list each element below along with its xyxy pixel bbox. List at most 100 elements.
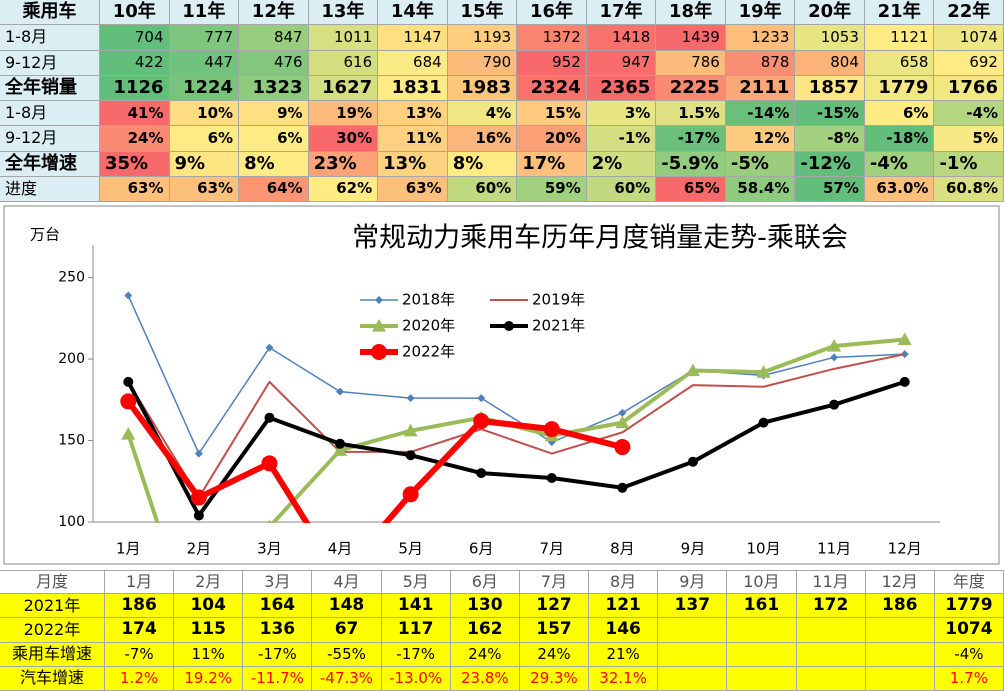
header-cell: 19年 <box>725 0 796 26</box>
heat-cell: -4% <box>934 101 1004 127</box>
heat-cell: 692 <box>934 50 1004 76</box>
heat-cell: 1418 <box>586 25 657 51</box>
legend-marker <box>504 321 514 331</box>
heat-cell: 62% <box>308 176 379 202</box>
heat-cell: 8% <box>447 151 518 177</box>
heat-cell: 57% <box>795 176 865 202</box>
heat-cell: 1126 <box>100 75 170 101</box>
heat-cell: 777 <box>169 25 240 51</box>
x-tick-label: 3月 <box>257 540 282 558</box>
heat-cell: 10% <box>169 101 240 127</box>
marker <box>267 519 272 523</box>
heat-cell: 616 <box>308 50 379 76</box>
heat-cell: 6% <box>239 126 309 152</box>
heat-cell: -5.9% <box>656 151 726 177</box>
marker <box>190 489 207 506</box>
table-cell <box>727 666 797 691</box>
header-cell: 10月 <box>727 570 797 595</box>
table-cell <box>865 618 935 643</box>
series-line <box>127 295 905 455</box>
heat-cell: 63% <box>378 176 448 202</box>
heat-cell: 1121 <box>864 25 935 51</box>
heat-cell: 58.4% <box>725 176 796 202</box>
heat-cell: 24% <box>100 126 170 152</box>
heat-cell: 2365 <box>586 75 657 101</box>
table-cell: 24% <box>450 642 520 667</box>
header-cell: 年度 <box>934 570 1004 595</box>
plot-area <box>120 291 912 523</box>
heat-cell: 15% <box>517 101 587 127</box>
marker <box>758 417 769 428</box>
heat-cell: 804 <box>795 50 865 76</box>
header-cell: 15年 <box>447 0 518 26</box>
header-cell: 14年 <box>378 0 448 26</box>
table-cell: 130 <box>450 594 520 619</box>
x-tick-label: 9月 <box>681 540 706 558</box>
marker <box>829 399 840 410</box>
marker <box>335 438 346 449</box>
table-cell: 136 <box>243 618 313 643</box>
marker <box>546 473 557 484</box>
marker <box>897 332 912 346</box>
table-cell: -7% <box>105 642 175 667</box>
heat-cell: 8% <box>239 151 309 177</box>
header-cell: 8月 <box>589 570 659 595</box>
marker <box>477 394 486 403</box>
header-cell: 21年 <box>864 0 935 26</box>
header-cell: 乘用车 <box>0 0 100 26</box>
marker <box>685 363 700 377</box>
table-cell <box>727 642 797 667</box>
heat-cell: 6% <box>864 101 935 127</box>
legend-symbol <box>371 344 387 360</box>
table-cell: 29.3% <box>519 666 590 691</box>
legend-symbol <box>375 296 383 304</box>
row-label: 1-8月 <box>0 101 100 127</box>
heat-cell: 1779 <box>864 75 935 101</box>
row-label: 2021年 <box>0 594 105 619</box>
heat-cell: -1% <box>934 151 1004 177</box>
table-cell: 174 <box>105 618 175 643</box>
heat-cell: 2324 <box>517 75 587 101</box>
heat-cell: 1053 <box>795 25 865 51</box>
row-label: 汽车增速 <box>0 666 105 691</box>
x-tick-label: 1月 <box>116 540 141 558</box>
header-cell: 16年 <box>517 0 587 26</box>
heat-cell: -17% <box>656 126 726 152</box>
heat-cell: 1224 <box>169 75 240 101</box>
heat-cell: 952 <box>517 50 587 76</box>
heat-cell: 947 <box>586 50 657 76</box>
heat-cell: -5% <box>725 151 796 177</box>
heat-cell: -14% <box>725 101 796 127</box>
heat-cell: 1766 <box>934 75 1004 101</box>
table-cell: -55% <box>312 642 382 667</box>
heat-cell: 9% <box>169 151 240 177</box>
table-cell: 24% <box>519 642 590 667</box>
header-cell: 7月 <box>519 570 590 595</box>
marker <box>123 376 134 387</box>
marker <box>261 455 278 472</box>
heat-cell: 4% <box>447 101 518 127</box>
table-cell: 1.7% <box>934 666 1004 691</box>
table-cell <box>658 618 728 643</box>
heat-cell: 60.8% <box>934 176 1004 202</box>
header-cell: 3月 <box>243 570 313 595</box>
heat-cell: 63% <box>100 176 170 202</box>
heat-cell: -15% <box>795 101 865 127</box>
table-cell <box>865 642 935 667</box>
row-label: 2022年 <box>0 618 105 643</box>
marker <box>756 365 771 378</box>
heat-cell: 19% <box>308 101 379 127</box>
heat-cell: 1011 <box>308 25 379 51</box>
heat-cell: 13% <box>378 101 448 127</box>
heat-cell: 658 <box>864 50 935 76</box>
heat-cell: 1627 <box>308 75 379 101</box>
heat-cell: 12% <box>725 126 796 152</box>
table-cell: -11.7% <box>243 666 313 691</box>
header-cell: 2月 <box>174 570 244 595</box>
heat-cell: 1323 <box>239 75 309 101</box>
heat-cell: 2% <box>586 151 657 177</box>
heat-cell: 1983 <box>447 75 518 101</box>
marker <box>406 394 415 403</box>
row-label: 1-8月 <box>0 25 100 51</box>
